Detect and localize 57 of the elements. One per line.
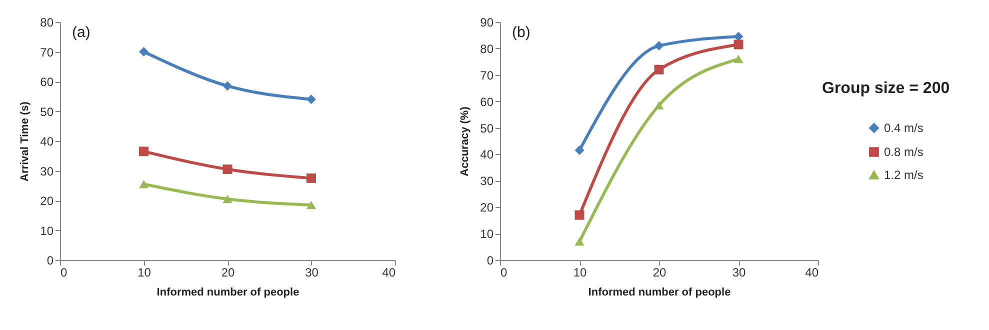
x-tick-label: 20 (221, 266, 235, 280)
point (574, 237, 584, 246)
x-tick-label: 0 (60, 266, 68, 280)
annotation: (a) (72, 24, 90, 41)
y-tick-label: 10 (40, 224, 54, 238)
y-tick-label: 60 (40, 75, 54, 89)
point (654, 64, 664, 74)
point (139, 47, 148, 56)
y-tick-label: 60 (480, 94, 494, 109)
point (222, 81, 232, 91)
y-tick-label: 50 (480, 121, 494, 136)
y-tick-label: 10 (480, 227, 494, 242)
point (654, 41, 664, 51)
legend-label: 0.8 m/s (884, 145, 924, 159)
x-axis-title: Informed number of people (156, 286, 300, 298)
y-tick-label: 70 (480, 68, 494, 82)
point (734, 40, 744, 50)
y-tick-label: 0 (486, 254, 494, 268)
x-tick-label: 10 (573, 266, 587, 280)
y-tick-label: 50 (40, 104, 54, 119)
annotation: (b) (512, 24, 530, 41)
y-tick-label: 90 (480, 16, 494, 30)
y-tick-label: 0 (46, 254, 54, 268)
point (139, 180, 148, 188)
point (306, 173, 316, 183)
y-tick-label: 40 (40, 134, 54, 148)
y-tick-label: 80 (480, 42, 494, 56)
x-tick-label: 40 (805, 266, 819, 280)
x-axis-title: Informed number of people (588, 286, 731, 298)
point (139, 146, 148, 156)
point (574, 146, 584, 155)
point (734, 54, 744, 64)
y-tick-label: 40 (480, 148, 494, 162)
y-tick-label: 20 (40, 194, 54, 208)
x-tick-label: 40 (382, 266, 396, 280)
point (574, 210, 584, 220)
point (306, 94, 316, 104)
y-tick-label: 70 (40, 45, 54, 60)
x-tick-label: 30 (305, 266, 319, 280)
y-tick-label: 30 (40, 164, 54, 178)
point (222, 194, 232, 204)
point (222, 164, 232, 174)
x-tick-label: 30 (732, 266, 746, 280)
y-axis-title: Arrival Time (s) (19, 101, 32, 182)
point (306, 200, 316, 210)
text: Group size = 200 (822, 80, 950, 97)
y-tick-label: 80 (40, 16, 54, 30)
legend-label: 0.4 m/s (884, 121, 924, 135)
point (734, 32, 744, 42)
x-tick-label: 20 (652, 266, 666, 280)
point (654, 101, 664, 110)
x-tick-label: 10 (138, 266, 152, 280)
legend-label: 1.2 m/s (884, 168, 924, 182)
y-axis-title: Accuracy (%) (459, 106, 472, 176)
y-tick-label: 20 (480, 200, 494, 215)
x-tick-label: 0 (500, 266, 508, 280)
y-tick-label: 30 (480, 174, 494, 188)
